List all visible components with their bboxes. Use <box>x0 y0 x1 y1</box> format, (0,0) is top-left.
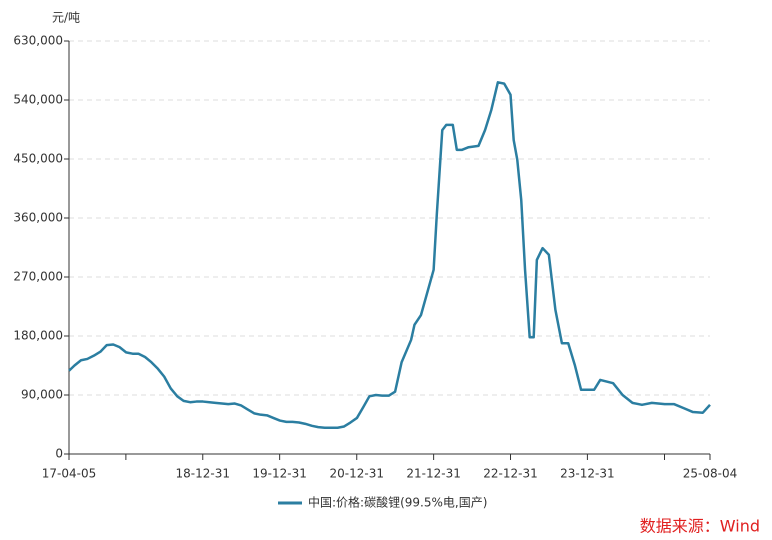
x-tick-label: 23-12-31 <box>560 467 614 481</box>
y-tick-label: 270,000 <box>13 270 63 284</box>
source-note: 数据来源：Wind <box>640 517 760 536</box>
x-tick-label: 20-12-31 <box>330 467 384 481</box>
y-unit: 元/吨 <box>52 11 80 25</box>
x-tick-label: 22-12-31 <box>483 467 537 481</box>
y-tick-label: 450,000 <box>13 152 63 166</box>
y-tick-label: 0 <box>55 447 63 461</box>
x-tick-label: 25-08-04 <box>683 467 737 481</box>
y-tick-label: 540,000 <box>13 93 63 107</box>
y-tick-label: 630,000 <box>13 34 63 48</box>
y-tick-label: 180,000 <box>13 329 63 343</box>
series-line <box>68 81 711 430</box>
x-tick-label: 21-12-31 <box>406 467 460 481</box>
x-tick-label: 18-12-31 <box>176 467 230 481</box>
y-tick-label: 360,000 <box>13 211 63 225</box>
legend-label: 中国:价格:碳酸锂(99.5%电,国产) <box>308 495 487 510</box>
x-tick-label: 17-04-05 <box>42 467 96 481</box>
x-tick-label: 19-12-31 <box>252 467 306 481</box>
y-tick-label: 90,000 <box>21 388 63 402</box>
